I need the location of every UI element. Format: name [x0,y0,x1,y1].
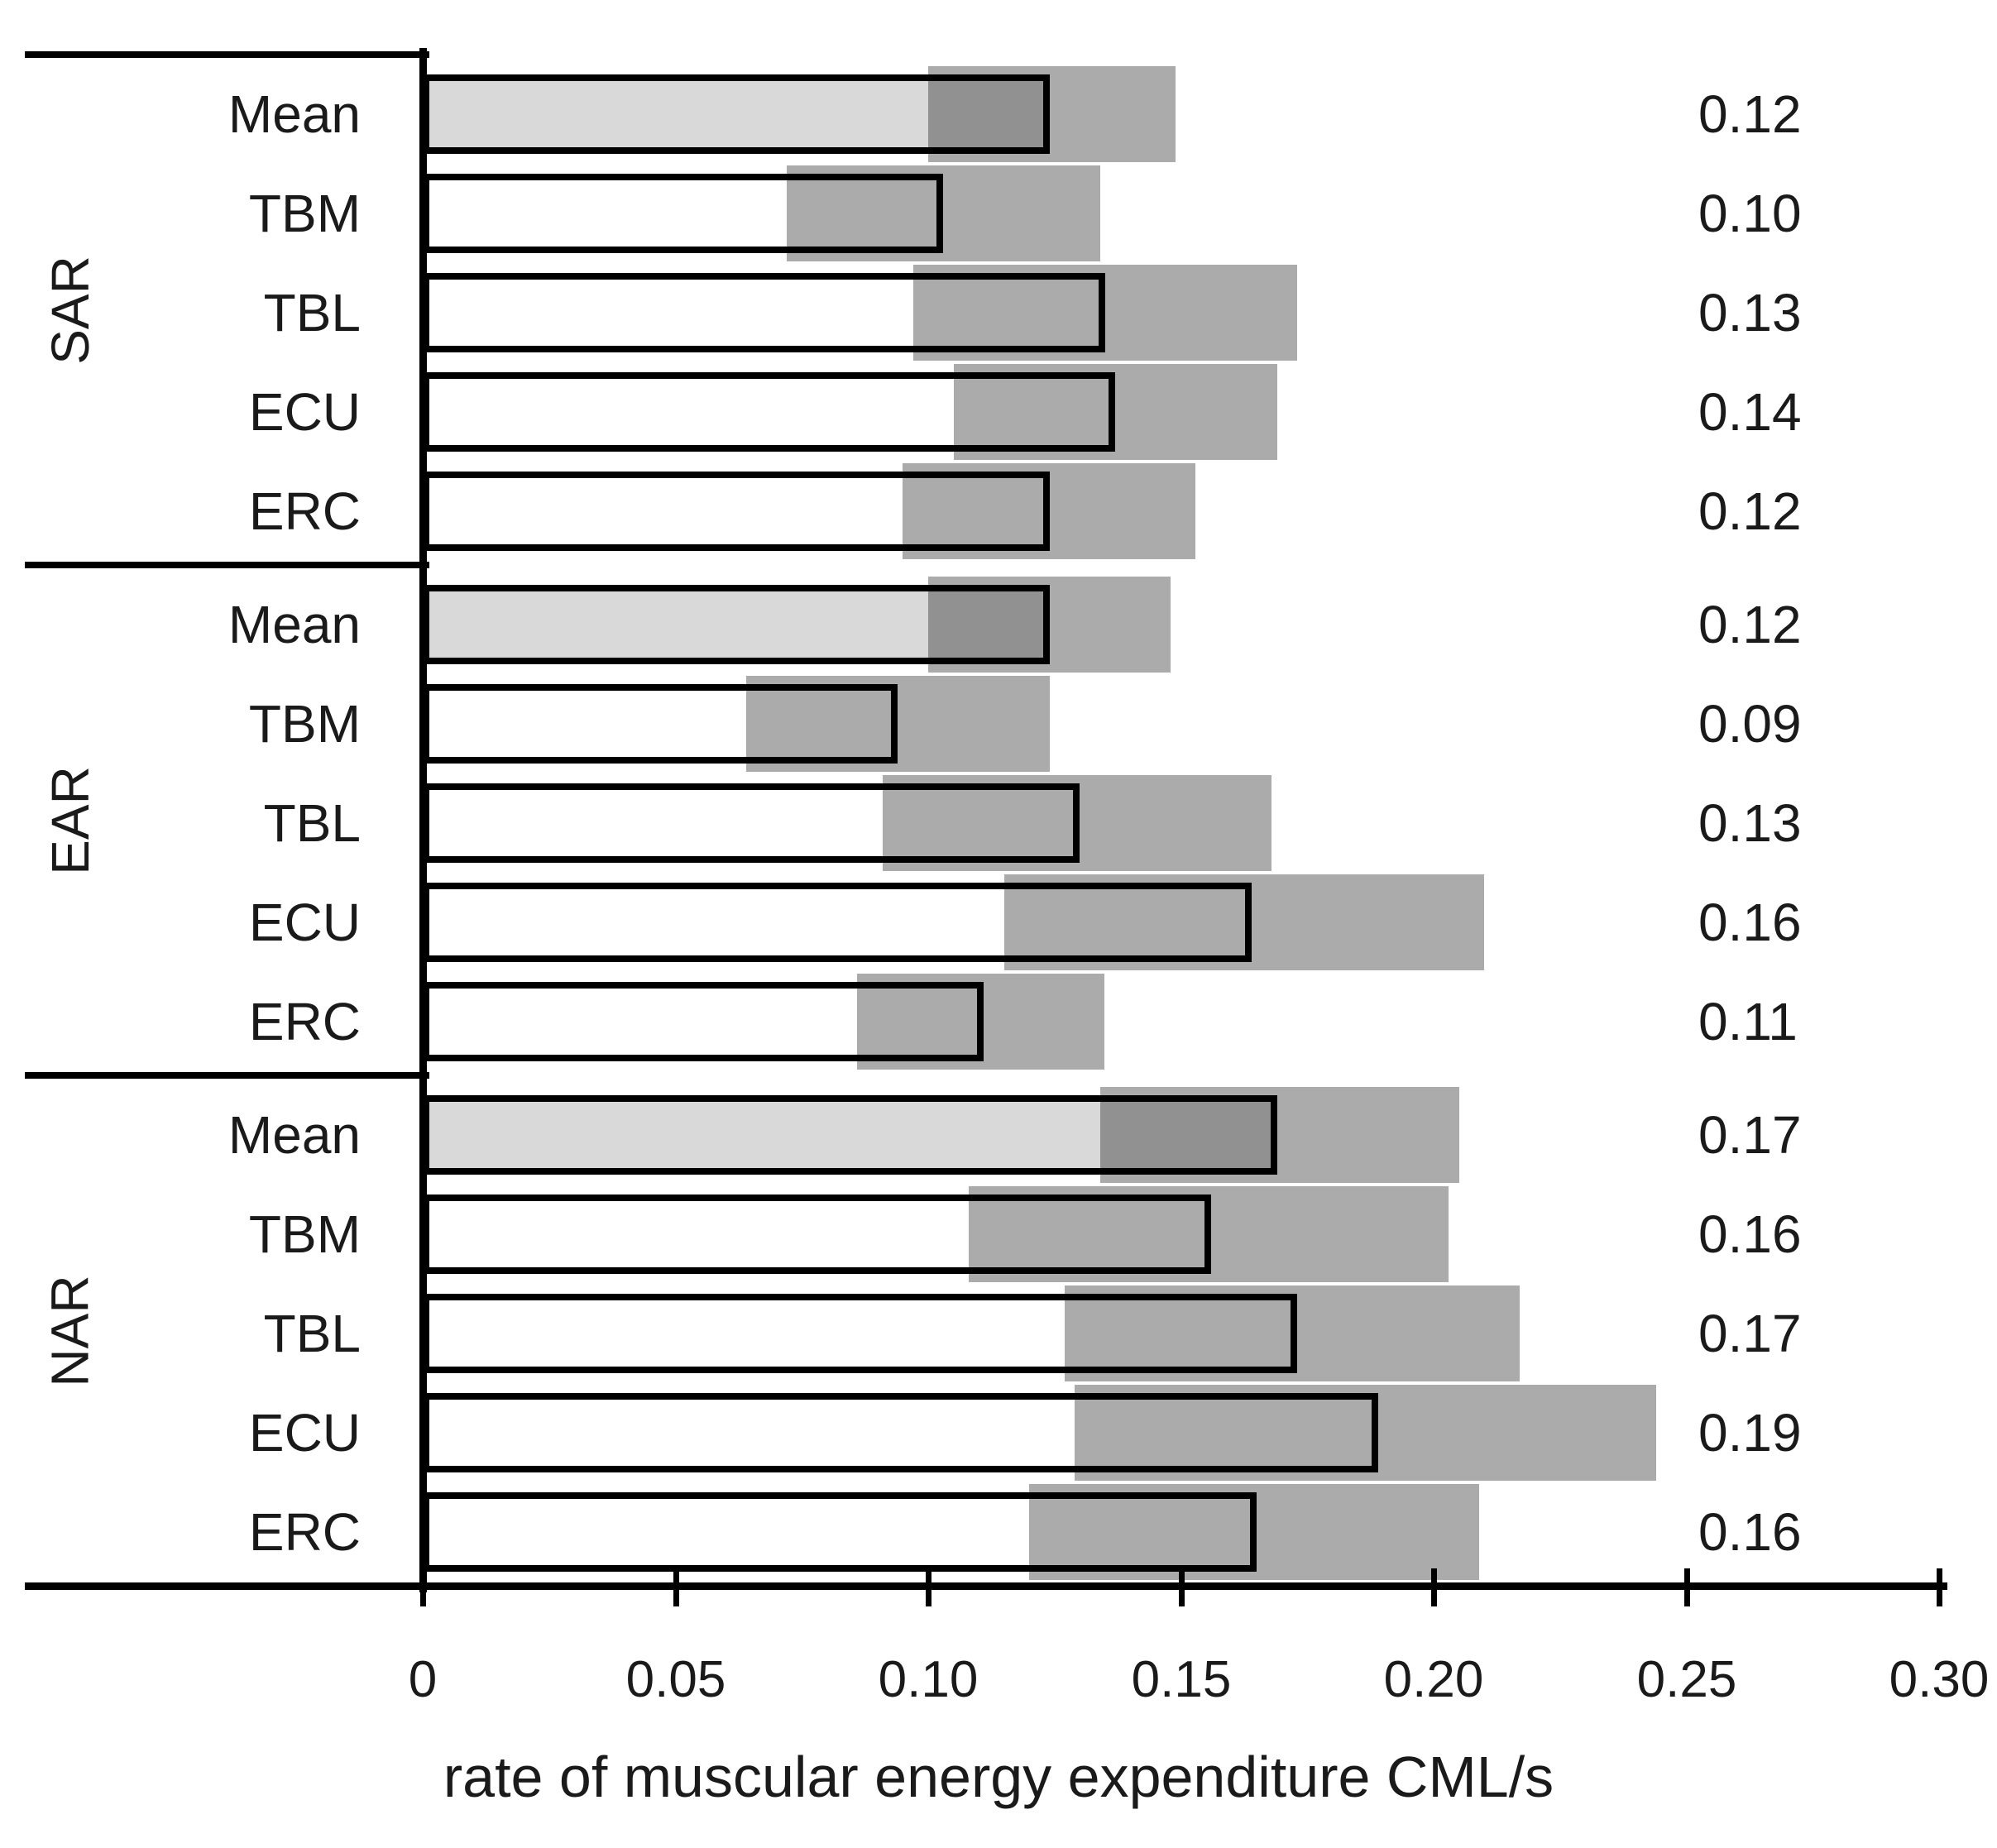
group-label-text: NAR [41,1274,100,1387]
row-label: ERC [248,992,361,1051]
row-label: ERC [248,481,361,541]
error-band [857,974,1104,1070]
error-band [1100,1087,1459,1183]
row-label: TBL [263,793,361,853]
bar [423,1294,1297,1373]
error-band [746,676,1050,772]
row-label: ECU [248,382,361,442]
row-label: Mean [227,595,361,654]
value-label: 0.13 [1698,793,1802,853]
bar [423,273,1105,352]
value-label: 0.12 [1698,84,1802,144]
group-separator-line [25,562,429,568]
x-tick-label: 0 [408,1651,438,1708]
bar [423,1194,1211,1274]
y-baseline [419,48,427,1592]
value-label: 0.16 [1698,1502,1802,1562]
value-label: 0.12 [1698,481,1802,541]
error-band [954,364,1277,460]
error-band [1004,874,1484,970]
group-label-text: EAR [41,765,100,875]
x-tick-label: 0.05 [625,1651,726,1708]
error-band [969,1186,1449,1282]
row-label: ERC [248,1502,361,1562]
error-band [787,165,1100,261]
error-band [928,577,1171,673]
x-tick-label: 0.30 [1889,1651,1990,1708]
error-band [913,265,1297,361]
row-label: ECU [248,893,361,952]
x-tick-label: 0.15 [1131,1651,1232,1708]
top-border-line [25,51,429,58]
group-label-text: SAR [41,255,100,365]
bar [423,472,1050,551]
group-separator-line [25,1072,429,1079]
error-band [883,775,1271,871]
value-label: 0.19 [1698,1403,1802,1463]
error-band [1029,1484,1479,1580]
x-tick-label: 0.25 [1636,1651,1737,1708]
bar [423,74,1050,154]
group-label: SAR [17,55,124,565]
value-label: 0.12 [1698,595,1802,654]
value-label: 0.13 [1698,283,1802,342]
value-label: 0.16 [1698,893,1802,952]
x-axis-line [25,1582,1947,1590]
error-band [1065,1285,1520,1381]
bar [423,684,898,764]
group-label: EAR [17,565,124,1075]
bar [423,372,1115,452]
row-label: Mean [227,84,361,144]
row-label: ECU [248,1403,361,1463]
row-label: TBM [248,184,361,243]
bar [423,1492,1257,1572]
error-band [1075,1385,1656,1481]
value-label: 0.16 [1698,1204,1802,1264]
x-tick-label: 0.20 [1383,1651,1484,1708]
row-label: TBL [263,1304,361,1363]
bar [423,585,1050,664]
value-label: 0.17 [1698,1105,1802,1165]
bar [423,783,1080,863]
value-label: 0.09 [1698,694,1802,754]
bar [423,982,984,1061]
bar [423,883,1252,962]
value-label: 0.17 [1698,1304,1802,1363]
value-label: 0.10 [1698,184,1802,243]
row-label: TBM [248,1204,361,1264]
value-label: 0.14 [1698,382,1802,442]
row-label: Mean [227,1105,361,1165]
error-band [928,66,1176,162]
row-label: TBL [263,283,361,342]
group-label: NAR [17,1075,124,1586]
row-label: TBM [248,694,361,754]
bar [423,1095,1277,1175]
bar [423,1393,1378,1472]
value-label: 0.11 [1698,992,1798,1051]
x-axis-title: rate of muscular energy expenditure CML/… [443,1745,1554,1809]
error-band [903,463,1195,559]
x-tick-label: 0.10 [878,1651,979,1708]
